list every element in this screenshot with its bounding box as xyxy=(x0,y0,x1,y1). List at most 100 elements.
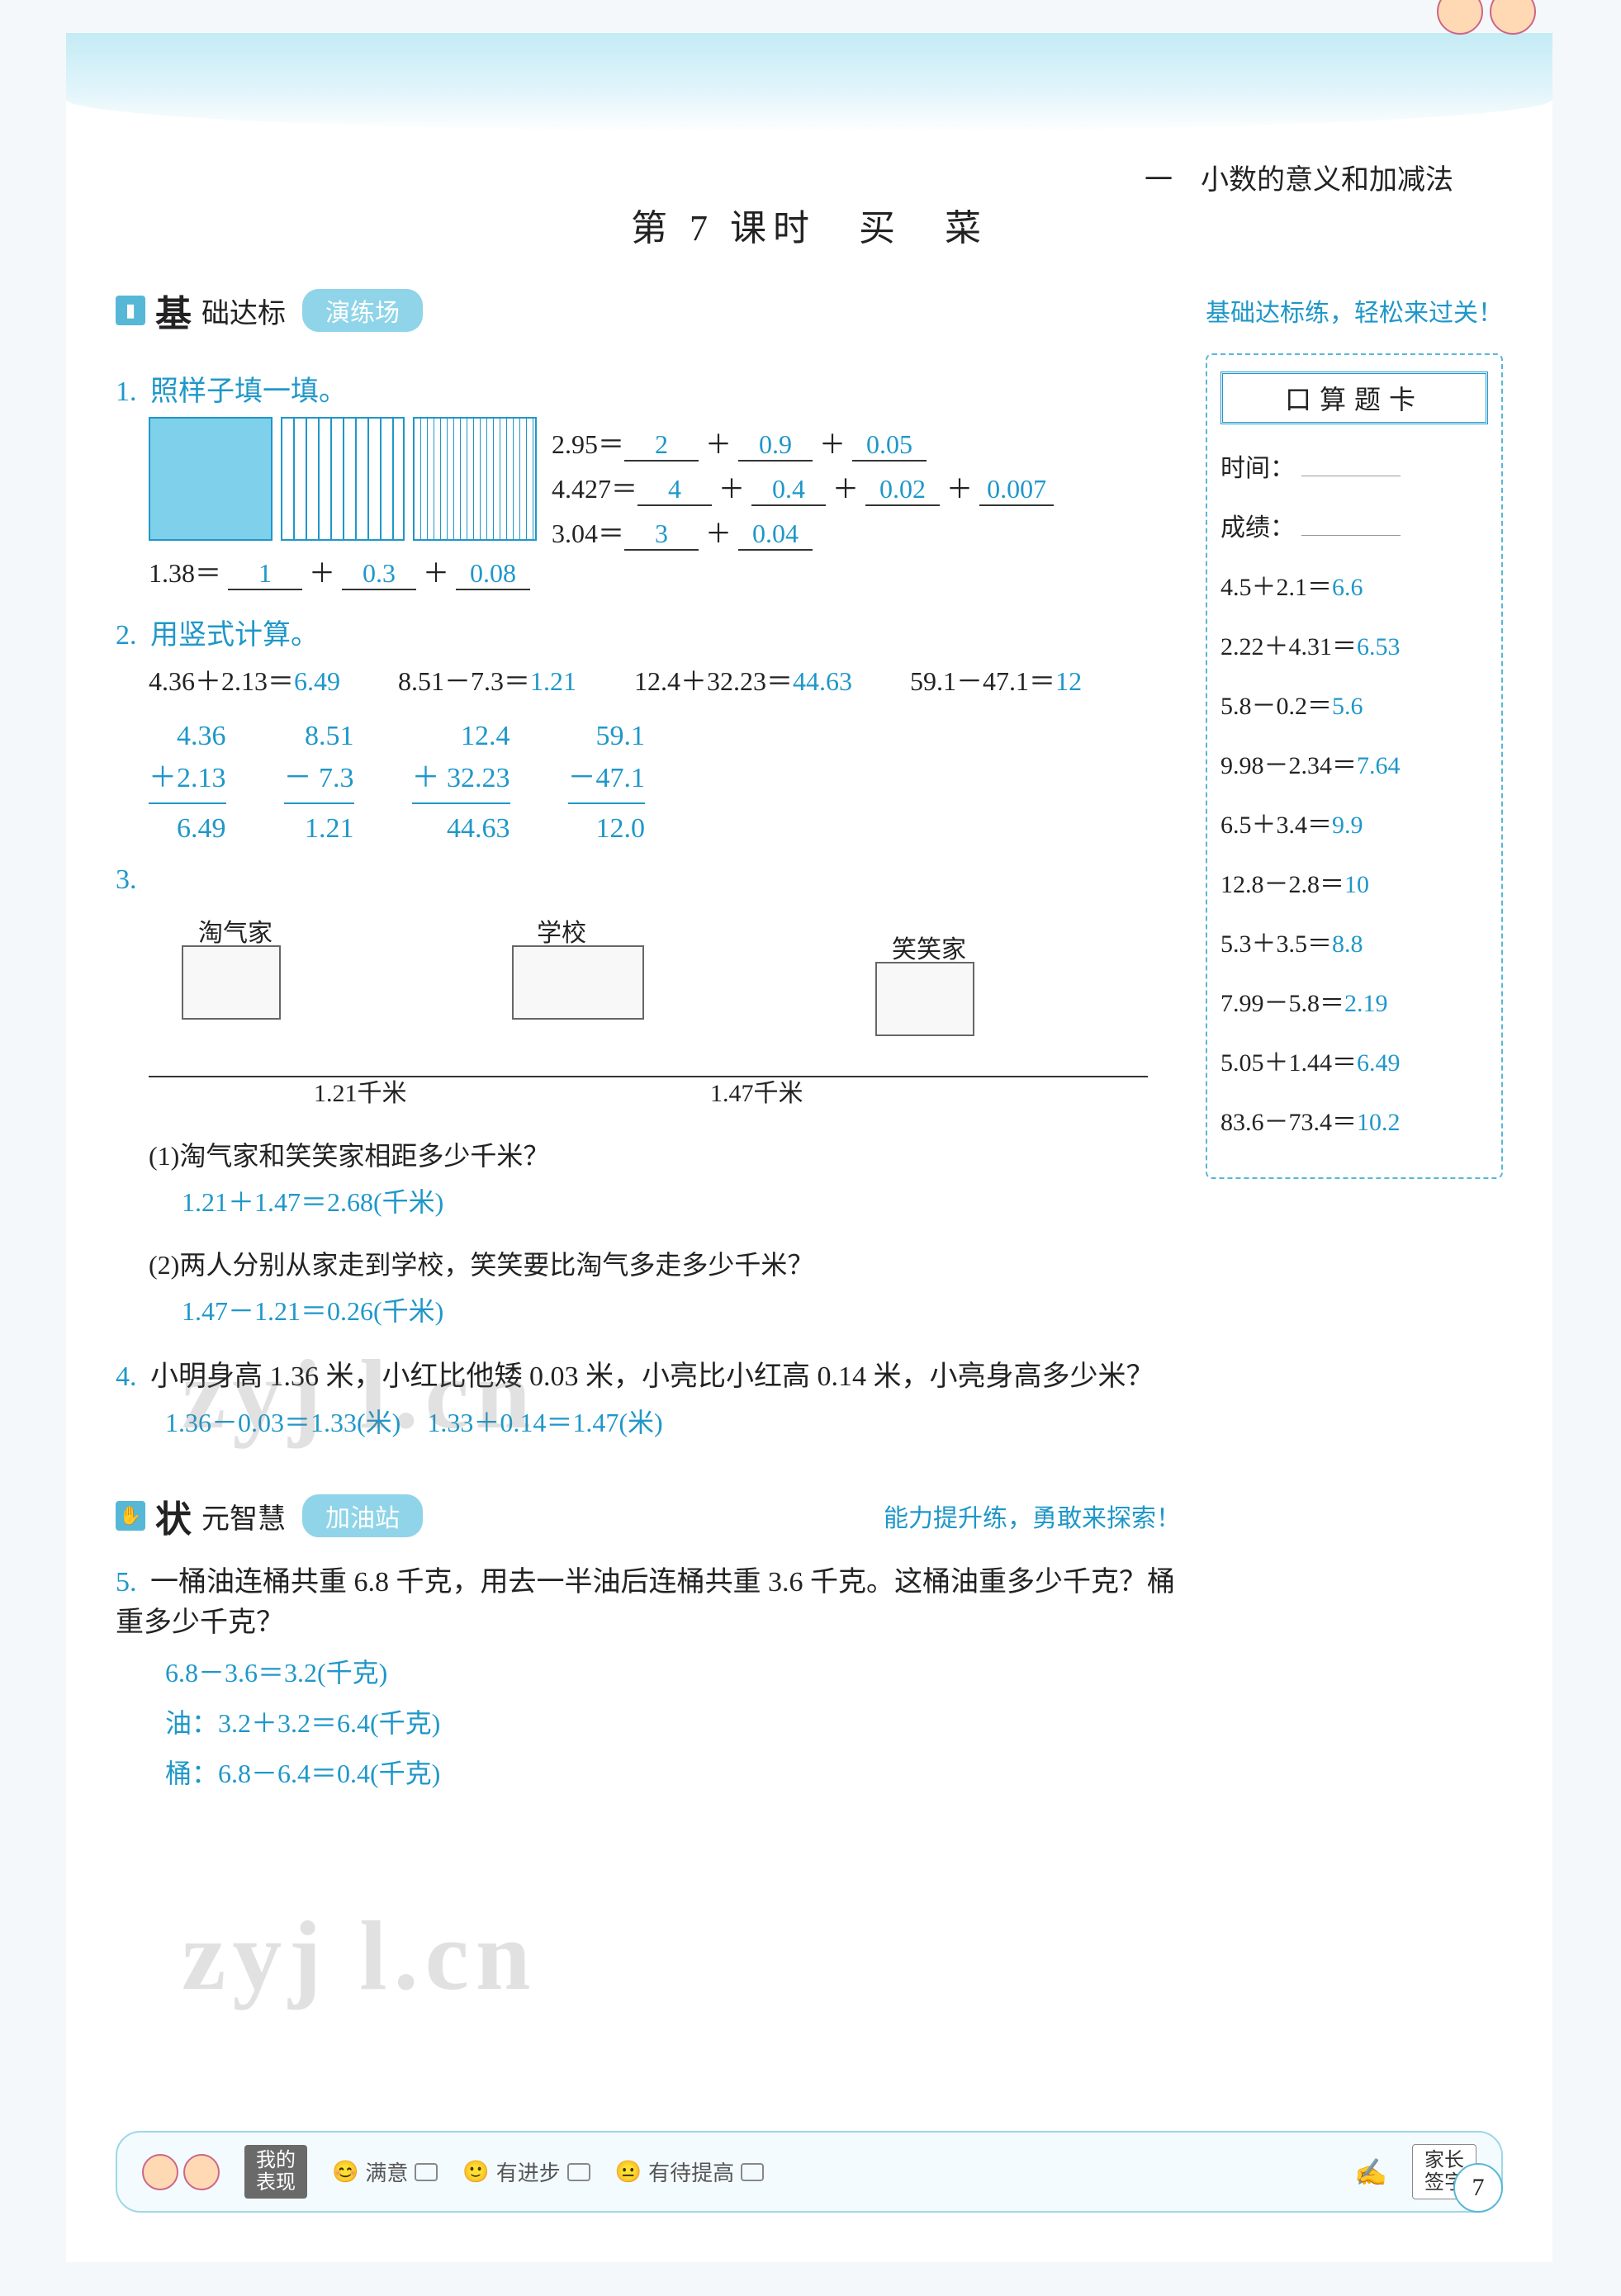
q1-decomp-line: 3.04＝3 ＋ 0.04 xyxy=(552,513,1054,551)
q3-sub2-q: (2)两人分别从家走到学校，笑笑要比淘气多走多少千米？ xyxy=(149,1244,1181,1282)
section2-title-a: 状 xyxy=(155,1489,192,1542)
fill-blank[interactable]: 4 xyxy=(637,474,712,506)
q3-heading: 3. xyxy=(116,864,1181,896)
mental-math-item: 83.6－73.4＝10.2 xyxy=(1220,1101,1488,1138)
fill-blank[interactable]: 3 xyxy=(624,518,699,551)
q4-heading: 4. 小明身高 1.36 米，小红比他矮 0.03 米，小亮比小红高 0.14 … xyxy=(116,1353,1181,1394)
expr: 9.98－2.34＝ xyxy=(1220,752,1357,779)
answer: 9.9 xyxy=(1332,812,1363,839)
expr: 2.22＋4.31＝ xyxy=(1220,633,1357,660)
unit-square-icon xyxy=(149,417,273,541)
fill-blank[interactable]: 0.02 xyxy=(865,474,940,506)
q1-ex-a[interactable]: 1 xyxy=(228,558,302,590)
q1-heading: 1. 照样子填一填。 xyxy=(116,368,1181,409)
mascots xyxy=(1437,0,1536,35)
mental-math-card: 口算题卡 时间： 成绩： 4.5＋2.1＝6.6 2.22＋4.31＝6.53 5.… xyxy=(1206,353,1503,1179)
expr: 5.8－0.2＝ xyxy=(1220,693,1332,720)
q3-num: 3. xyxy=(116,864,137,895)
hundredths-square-icon xyxy=(413,417,537,541)
mental-math-item: 9.98－2.34＝7.64 xyxy=(1220,745,1488,781)
rating-satisfied[interactable]: 😊 满意 xyxy=(332,2156,438,2187)
expr: 12.8－2.8＝ xyxy=(1220,871,1344,898)
section-basic-header: ▮ 基 础达标 演练场 基础达标练，轻松来过关！ xyxy=(116,284,1503,337)
expr: 83.6－73.4＝ xyxy=(1220,1109,1357,1136)
house-icon xyxy=(875,962,974,1036)
q2-text: 用竖式计算。 xyxy=(150,620,319,651)
q4-text: 小明身高 1.36 米，小红比他矮 0.03 米，小亮比小红高 0.14 米，小… xyxy=(150,1361,1154,1392)
sidebar-items: 4.5＋2.1＝6.62.22＋4.31＝6.535.8－0.2＝5.69.98… xyxy=(1220,566,1488,1138)
mascot-icon xyxy=(1437,0,1483,35)
q1-decomp-line: 4.427＝4 ＋ 0.4 ＋ 0.02 ＋ 0.007 xyxy=(552,468,1054,506)
rating-label: 有待提高 xyxy=(648,2156,734,2187)
answer: 6.49 xyxy=(1357,1049,1401,1077)
q1-ex-b[interactable]: 0.3 xyxy=(342,558,416,590)
mascot-icon xyxy=(1490,0,1536,35)
vertical-computation: 12.4＋ 32.2344.63 xyxy=(412,715,510,850)
answer: 10 xyxy=(1344,871,1369,898)
q4-ans1: 1.36－0.03＝1.33(米) xyxy=(165,1408,401,1437)
fill-blank[interactable]: 0.9 xyxy=(738,429,813,462)
mascot-icon xyxy=(183,2154,220,2190)
fill-blank[interactable]: 0.007 xyxy=(979,474,1054,506)
sidebar-header: 口算题卡 xyxy=(1220,372,1488,424)
fill-blank[interactable]: 0.05 xyxy=(852,429,927,462)
q1-example-line: 1.38＝ 1 ＋ 0.3 ＋ 0.08 xyxy=(149,552,537,590)
rating-label: 满意 xyxy=(365,2156,408,2187)
q5-heading: 5. 一桶油连桶共重 6.8 千克，用去一半油后连桶共重 3.6 千克。这桶油重… xyxy=(116,1559,1181,1640)
time-label: 时间： xyxy=(1220,455,1295,482)
mental-math-item: 5.05＋1.44＝6.49 xyxy=(1220,1042,1488,1078)
lhs: 4.427＝ xyxy=(552,474,637,504)
expr: 4.5＋2.1＝ xyxy=(1220,574,1332,601)
q5-num: 5. xyxy=(116,1567,137,1598)
section1-title-a: 基 xyxy=(155,284,192,337)
q1-square-group xyxy=(149,417,537,541)
q2-num: 2. xyxy=(116,620,137,651)
plus-icon: ＋ xyxy=(699,429,738,459)
answer: 5.6 xyxy=(1332,693,1363,720)
mental-math-item: 4.5＋2.1＝6.6 xyxy=(1220,566,1488,603)
expr: 5.05＋1.44＝ xyxy=(1220,1049,1357,1077)
plus-icon: ＋ xyxy=(309,558,335,588)
q4-num: 4. xyxy=(116,1361,137,1392)
rating-improving[interactable]: 🙂 有进步 xyxy=(462,2156,590,2187)
expr: 6.5＋3.4＝ xyxy=(1220,812,1332,839)
fill-blank[interactable]: 0.04 xyxy=(738,518,813,551)
q1-decomp-line: 2.95＝2 ＋ 0.9 ＋ 0.05 xyxy=(552,424,1054,462)
fill-blank[interactable]: 0.4 xyxy=(751,474,826,506)
q3-sub1-q: (1)淘气家和笑笑家相距多少千米？ xyxy=(149,1135,1181,1173)
q5-a1: 6.8－3.6＝3.2(千克) xyxy=(165,1648,1181,1698)
mascot-icon xyxy=(142,2154,178,2190)
mental-math-item: 5.3＋3.5＝8.8 xyxy=(1220,923,1488,959)
answer: 12 xyxy=(1055,666,1082,696)
header-wave xyxy=(66,33,1552,132)
q2-expression: 8.51－7.3＝1.21 xyxy=(398,660,576,698)
main-columns: 1. 照样子填一填。 1.38＝ 1 ＋ 0.3 ＋ xyxy=(116,353,1503,1798)
vertical-computation: 8.51－ 7.31.21 xyxy=(284,715,354,850)
mental-math-item: 12.8－2.8＝10 xyxy=(1220,864,1488,900)
q2-expression: 12.4＋32.23＝44.63 xyxy=(634,660,852,698)
fill-blank[interactable]: 2 xyxy=(624,429,699,462)
lhs: 2.95＝ xyxy=(552,429,624,459)
q2-stack-row: 4.36＋2.136.498.51－ 7.31.2112.4＋ 32.2344.… xyxy=(149,715,1181,850)
plus-icon: ＋ xyxy=(940,474,979,504)
section2-pill: 加油站 xyxy=(302,1494,423,1537)
q3-sub1: (1)淘气家和笑笑家相距多少千米？ 1.21＋1.47＝2.68(千米) xyxy=(149,1135,1181,1219)
q1-blocks-row: 1.38＝ 1 ＋ 0.3 ＋ 0.08 2.95＝2 ＋ 0.9 ＋ 0.05… xyxy=(149,417,1181,597)
sidebar-time[interactable]: 时间： xyxy=(1220,447,1488,484)
tenths-square-icon xyxy=(281,417,405,541)
q5-a2: 油：3.2＋3.2＝6.4(千克) xyxy=(165,1698,1181,1749)
section2-subtitle: 能力提升练，勇敢来探索！ xyxy=(884,1498,1181,1534)
answer: 7.64 xyxy=(1357,752,1401,779)
q2-heading: 2. 用竖式计算。 xyxy=(116,612,1181,652)
q4-answer: 1.36－0.03＝1.33(米) 1.33＋0.14＝1.47(米) xyxy=(165,1402,1181,1440)
mental-math-item: 2.22＋4.31＝6.53 xyxy=(1220,626,1488,662)
expr: 5.3＋3.5＝ xyxy=(1220,930,1332,958)
q1-ex-c[interactable]: 0.08 xyxy=(456,558,530,590)
sidebar-score[interactable]: 成绩： xyxy=(1220,507,1488,543)
plus-icon: ＋ xyxy=(423,558,449,588)
sidebar: 口算题卡 时间： 成绩： 4.5＋2.1＝6.6 2.22＋4.31＝6.53 5.… xyxy=(1206,353,1503,1798)
section1-title-b: 础达标 xyxy=(201,291,286,331)
rating-needs-work[interactable]: 😐 有待提高 xyxy=(615,2156,764,2187)
loc-xiaoxiao-label: 笑笑家 xyxy=(892,929,966,965)
answer: 10.2 xyxy=(1357,1109,1401,1136)
